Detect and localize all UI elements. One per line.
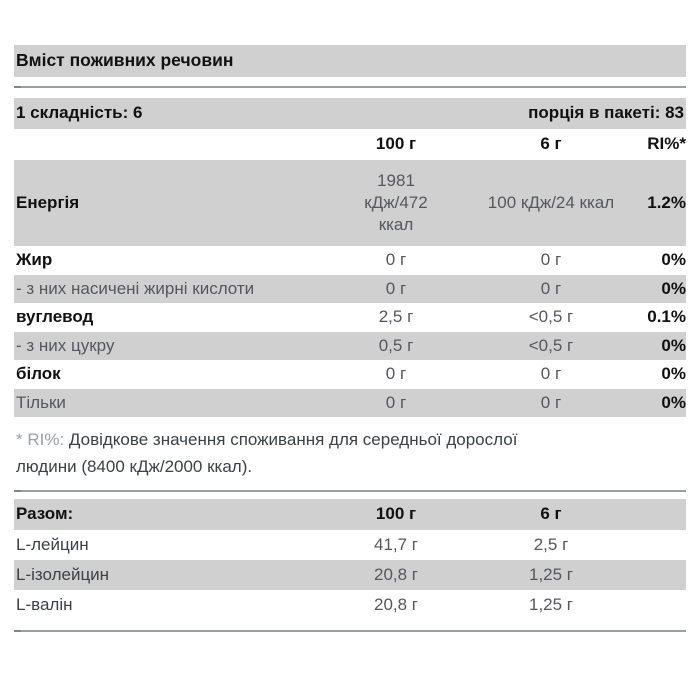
value-100g: 20,8 г [373,595,418,614]
row-label: - з них насичені жирні кислоти [16,278,255,298]
row-label: білок [16,364,61,384]
value-6g: 0 г [540,278,562,298]
value-100g: 0,5 г [378,335,414,355]
table-row-carbohydrate: вуглевод 2,5 г <0,5 г 0.1% [14,303,686,332]
table-row-energy: Енергія 1981 кДж/472 ккал 100 кДж/24 кка… [14,160,686,246]
value-ri: 0.1% [647,307,686,327]
serving-size-label: 1 складність: 6 [16,103,143,122]
value-6g: 2,5 г [533,535,569,554]
value-ri: 0% [661,392,686,412]
value-6g: <0,5 г [528,307,574,327]
ri-footnote-text: Довідкове значення споживання для середн… [16,430,518,476]
table-row-l-isoleucine: L-ізолейцин 20,8 г 1,25 г [14,560,686,590]
value-ri: 0% [661,250,686,270]
row-label: L-лейцин [16,535,89,554]
amino-table-header: Разом: 100 г 6 г [14,499,686,530]
value-ri: 0% [661,278,686,298]
value-100g: 2,5 г [378,307,414,327]
table-row-fat: Жир 0 г 0 г 0% [14,246,686,275]
value-6g: 0 г [540,250,562,270]
row-label: Тільки [16,392,66,412]
value-100g: 1981 кДж/472 ккал [364,171,428,234]
amino-col-100g: 100 г [375,504,417,523]
table-row-protein: білок 0 г 0 г 0% [14,360,686,389]
table-row-saturated-fat: - з них насичені жирні кислоти 0 г 0 г 0… [14,274,686,303]
value-ri: 0% [661,335,686,355]
table-row-sugars: - з них цукру 0,5 г <0,5 г 0% [14,331,686,360]
row-label: L-валін [16,595,73,614]
divider-top [14,86,686,88]
row-label: - з них цукру [16,335,115,355]
col-header-ri: RI%* [647,134,686,153]
table-row-l-leucine: L-лейцин 41,7 г 2,5 г [14,530,686,560]
table-row-l-valine: L-валін 20,8 г 1,25 г [14,590,686,620]
value-6g: 100 кДж/24 ккал [487,193,615,212]
value-100g: 0 г [385,250,407,270]
col-header-6g: 6 г [540,134,562,153]
serving-info-bar: 1 складність: 6 порція в пакеті: 83 [14,98,686,129]
value-ri: 0% [661,364,686,384]
value-100g: 0 г [385,364,407,384]
value-ri: 1.2% [647,193,686,212]
value-6g: 1,25 г [528,595,573,614]
row-label: Жир [16,250,53,270]
ri-footnote-prefix: * RI%: [16,430,65,449]
nutrition-facts-panel: Вміст поживних речовин 1 складність: 6 п… [0,0,700,632]
value-6g: 0 г [540,364,562,384]
row-label: вуглевод [16,307,94,327]
nutrition-column-headers: 100 г 6 г RI%* [14,129,686,160]
table-row-salt: Тільки 0 г 0 г 0% [14,388,686,417]
value-100g: 0 г [385,278,407,298]
row-label: Енергія [16,193,80,212]
value-6g: <0,5 г [528,335,574,355]
value-100g: 41,7 г [373,535,418,554]
amino-acids-section: Разом: 100 г 6 г L-лейцин 41,7 г 2,5 г L… [14,490,686,632]
value-6g: 1,25 г [528,565,573,584]
col-header-100g: 100 г [375,134,417,153]
divider-amino-top [14,490,686,492]
row-label: L-ізолейцин [16,565,110,584]
divider-bottom [14,630,686,632]
value-100g: 20,8 г [373,565,418,584]
value-6g: 0 г [540,392,562,412]
ri-footnote: * RI%: Довідкове значення споживання для… [14,426,654,480]
amino-header-label: Разом: [16,504,74,523]
value-100g: 0 г [385,392,407,412]
servings-per-pack-label: порція в пакеті: 83 [528,103,684,122]
section-title: Вміст поживних речовин [14,45,686,77]
amino-col-6g: 6 г [540,504,562,523]
